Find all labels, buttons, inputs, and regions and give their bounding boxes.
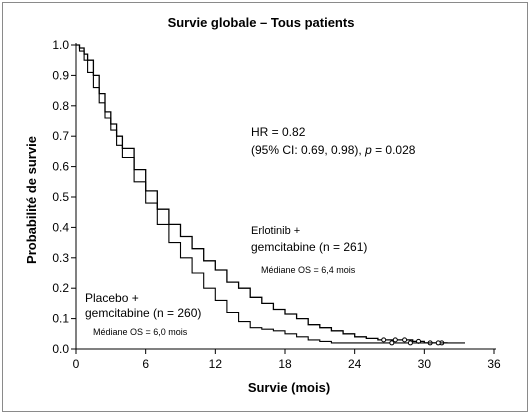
placebo-censor-mark (407, 340, 413, 346)
x-tick-label: 30 (418, 357, 432, 371)
hr-text: HR = 0.82 (251, 125, 306, 139)
x-tick-label: 6 (142, 357, 149, 371)
erlotinib-label-line1: Erlotinib + (251, 225, 300, 237)
y-tick-label: 0.1 (52, 312, 69, 326)
x-axis-label: Survie (mois) (248, 380, 330, 395)
erlotinib-censor-mark (392, 337, 398, 343)
erlotinib-label-line2: gemcitabine (n = 261) (251, 240, 367, 254)
placebo-censor-mark (389, 340, 395, 346)
y-tick-label: 1.0 (52, 38, 69, 52)
x-ticks: 0 6 12 18 24 30 36 (73, 349, 501, 371)
hr-p-value: = 0.028 (372, 143, 416, 157)
hr-ci-text: (95% CI: 0.69, 0.98), p = 0.028 (251, 143, 416, 157)
y-tick-label: 0.2 (52, 281, 69, 295)
y-tick-label: 0.4 (52, 220, 69, 234)
x-tick-label: 18 (278, 357, 292, 371)
y-tick-label: 0.8 (52, 99, 69, 113)
y-ticks: 0.0 0.1 0.2 0.3 0.4 0.5 0.6 0.7 0.8 0.9 1.0 (52, 38, 76, 356)
x-tick-label: 0 (73, 357, 80, 371)
x-tick-label: 12 (209, 357, 223, 371)
chart-title: Survie globale – Tous patients (168, 15, 355, 30)
placebo-median: Médiane OS = 6,0 mois (93, 327, 188, 337)
x-tick-label: 36 (487, 357, 501, 371)
y-tick-label: 0.3 (52, 251, 69, 265)
x-tick-label: 24 (348, 357, 362, 371)
y-tick-label: 0.7 (52, 129, 69, 143)
erlotinib-median: Médiane OS = 6,4 mois (261, 265, 356, 275)
km-chart: Survie globale – Tous patients Probabili… (24, 15, 501, 395)
placebo-censor-mark (435, 340, 441, 346)
y-tick-label: 0.0 (52, 342, 69, 356)
survival-curves (76, 44, 465, 346)
y-tick-label: 0.6 (52, 160, 69, 174)
placebo-curve (76, 44, 465, 344)
y-axis-label: Probabilité de survie (24, 136, 39, 264)
erlotinib-censor-mark (402, 337, 408, 343)
hr-p-symbol: p (364, 143, 372, 157)
hr-ci-prefix: (95% CI: 0.69, 0.98), (251, 143, 365, 157)
axes (75, 43, 496, 350)
y-tick-label: 0.5 (52, 190, 69, 204)
placebo-label-line2: gemcitabine (n = 260) (85, 306, 201, 320)
chart-frame: Survie globale – Tous patients Probabili… (2, 2, 528, 412)
y-tick-label: 0.9 (52, 68, 69, 82)
erlotinib-censor-mark (381, 337, 387, 343)
placebo-label-line1: Placebo + (85, 291, 139, 305)
